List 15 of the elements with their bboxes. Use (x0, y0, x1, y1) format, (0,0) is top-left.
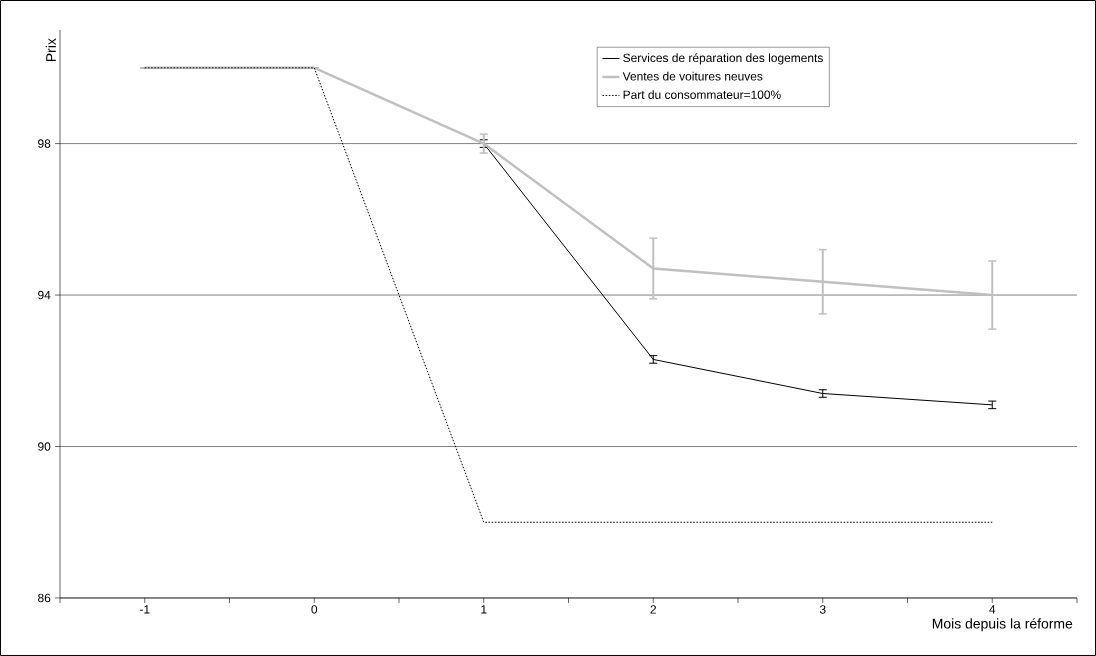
y-tick-label: 98 (38, 139, 51, 148)
y-tick-label: 90 (38, 442, 51, 451)
x-tick-label: 0 (311, 605, 318, 614)
x-tick-label: -1 (139, 605, 150, 614)
x-tick-label: 1 (481, 605, 487, 614)
legend-label: Part du consommateur=100% (623, 90, 781, 99)
x-tick-label: 2 (650, 605, 656, 614)
x-tick-label: 3 (819, 605, 826, 614)
x-axis-title: Mois depuis la réforme (932, 618, 1073, 632)
legend-label: Ventes de voitures neuves (622, 71, 763, 81)
y-tick-label: 86 (38, 593, 51, 603)
x-tick-label: 4 (989, 605, 996, 614)
y-tick-label: 94 (38, 290, 51, 300)
y-axis-title: Prix (45, 38, 56, 62)
legend-label: Services de réparation des logements (623, 53, 823, 65)
